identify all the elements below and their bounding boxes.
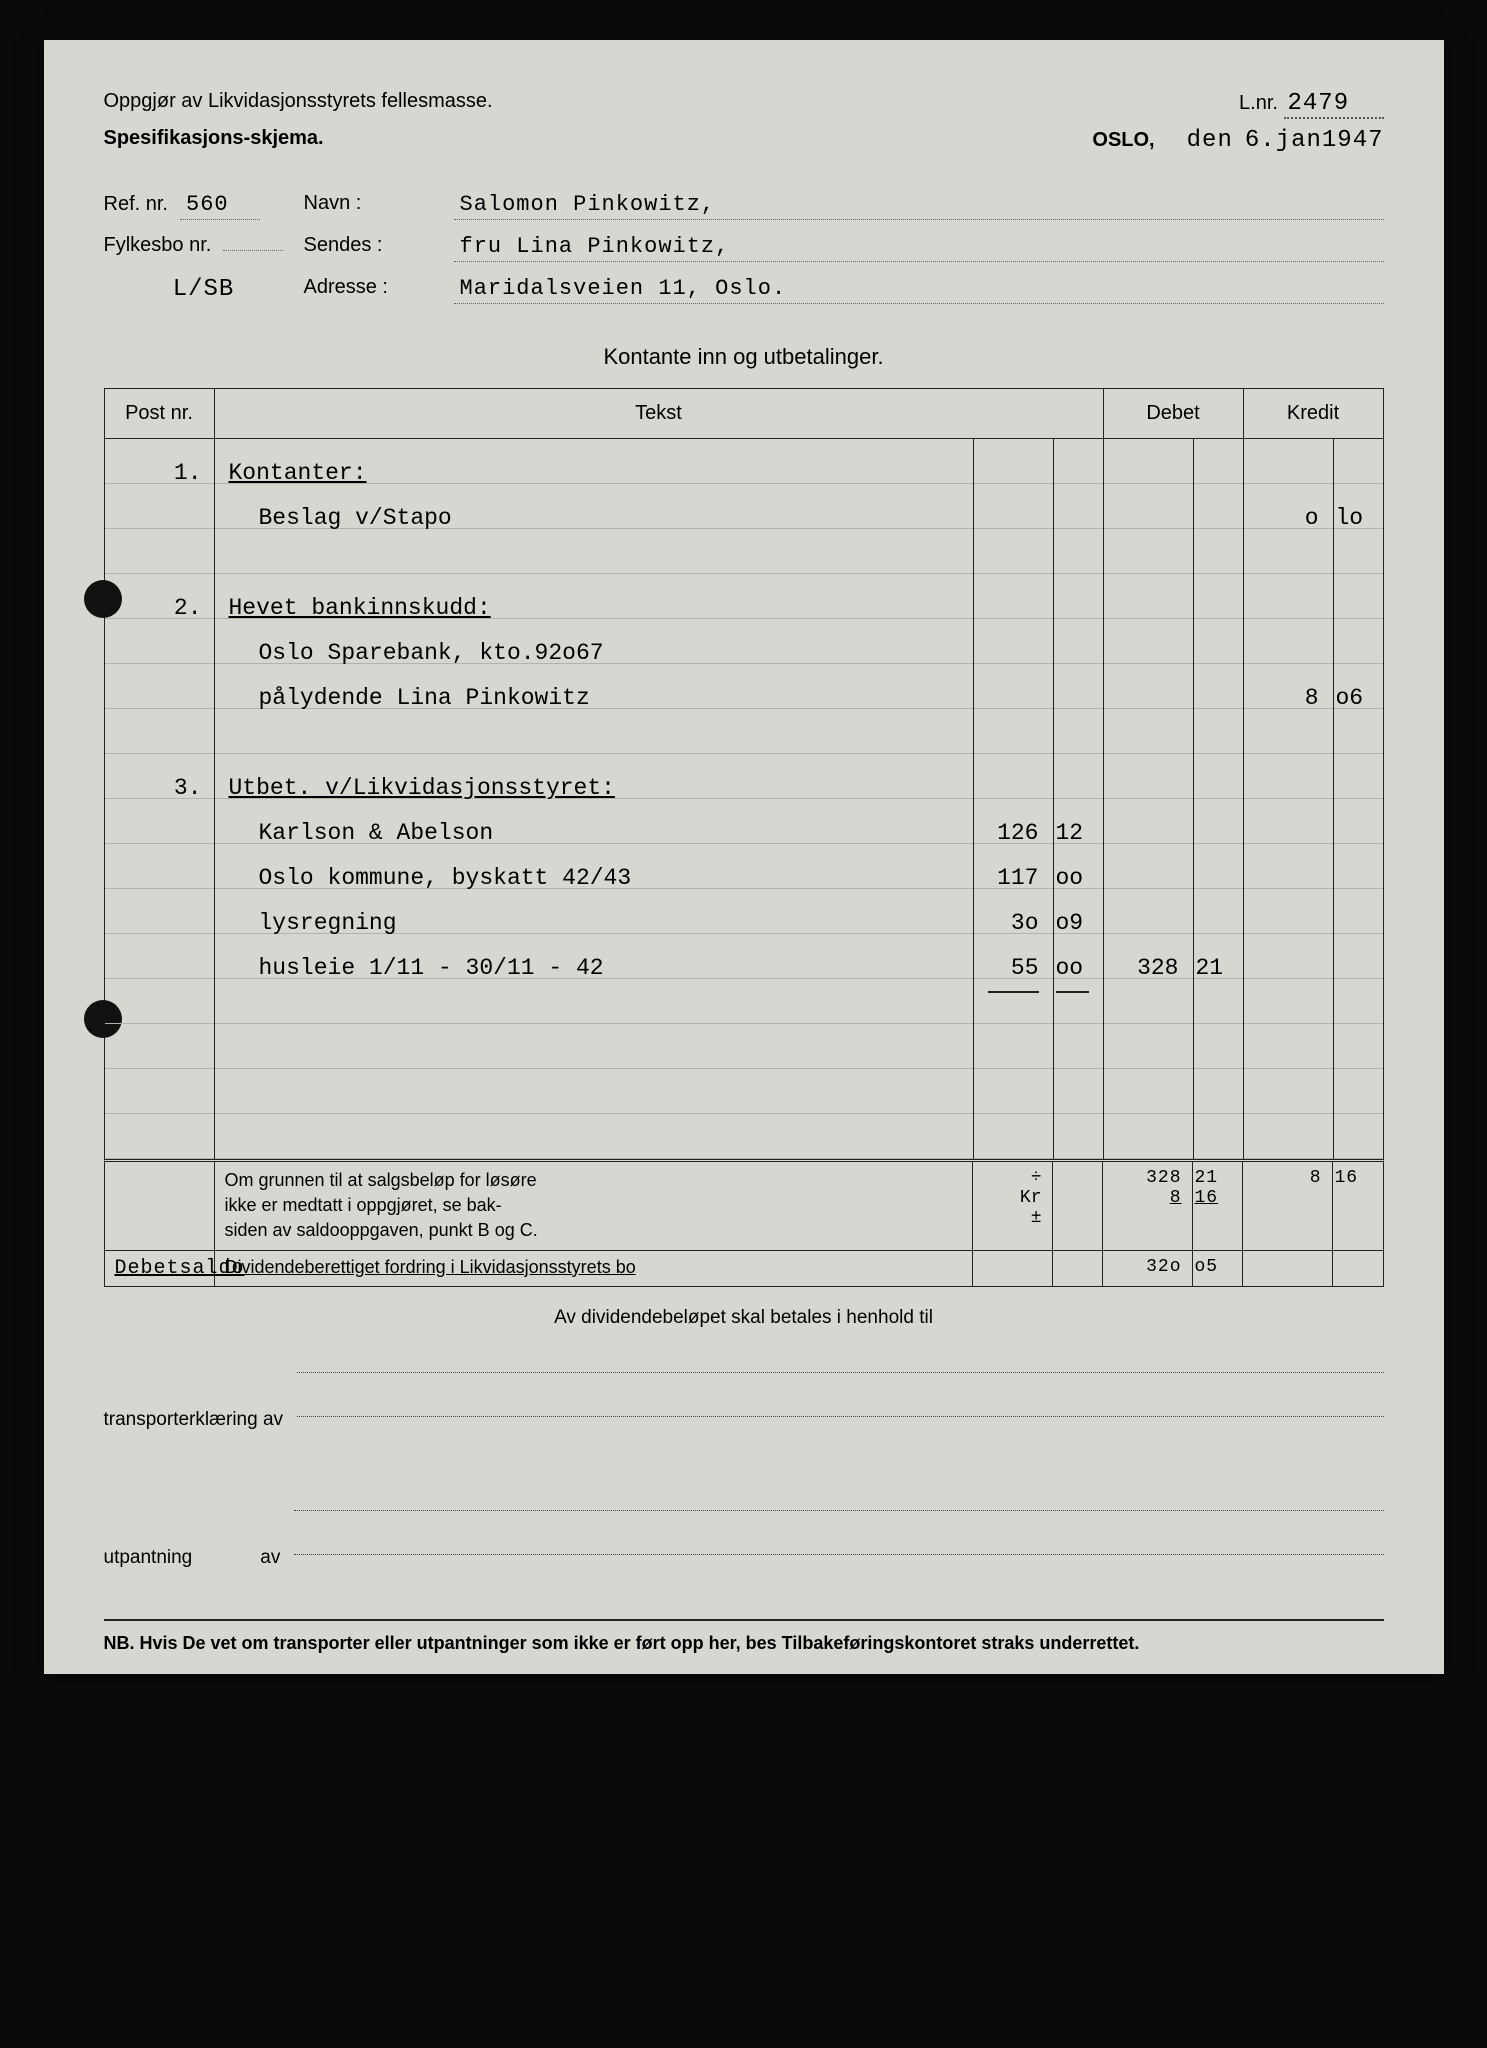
s3c-frac: o9 bbox=[1056, 901, 1089, 946]
debet-frac: 21 bbox=[1194, 439, 1243, 1159]
section-title: Kontante inn og utbetalinger. bbox=[104, 344, 1384, 370]
h3: Utbet. v/Likvidasjonsstyret: bbox=[229, 766, 959, 811]
form-title-1: Oppgjør av Likvidasjonsstyrets fellesmas… bbox=[104, 90, 493, 119]
kr: Kr bbox=[1020, 1188, 1042, 1208]
t1d-frac: 21 bbox=[1195, 1168, 1219, 1188]
col-tekst: Tekst bbox=[214, 389, 1103, 439]
header-row2: Spesifikasjons-skjema. OSLO, den 6.jan19… bbox=[104, 127, 1384, 184]
k2-frac: o6 bbox=[1336, 676, 1369, 721]
av-label: av bbox=[260, 1547, 280, 1569]
k1-int: o bbox=[1258, 496, 1319, 541]
d3-int: 328 bbox=[1118, 946, 1179, 991]
l2a: Oslo Sparebank, kto.92o67 bbox=[229, 631, 959, 676]
d3-frac: 21 bbox=[1196, 946, 1229, 991]
fylkes-label: Fylkesbo nr. bbox=[104, 234, 212, 256]
adresse-value: Maridalsveien 11, Oslo. bbox=[454, 276, 1384, 304]
s3b-frac: oo bbox=[1056, 856, 1089, 901]
ledger-table: Post nr. Tekst Debet Kredit 1. 2. 3. bbox=[104, 388, 1384, 1159]
col-post: Post nr. bbox=[104, 389, 214, 439]
sendes-label: Sendes : bbox=[304, 234, 454, 262]
lnr-label: L.nr. bbox=[1239, 92, 1278, 114]
kredit-int: o 8 bbox=[1244, 439, 1333, 1159]
l1a: Beslag v/Stapo bbox=[229, 496, 959, 541]
post-numbers: 1. 2. 3. bbox=[105, 439, 214, 1159]
divline: Dividendeberettiget fordring i Likvidasj… bbox=[215, 1251, 973, 1286]
t3d-frac: o5 bbox=[1193, 1251, 1243, 1286]
t2d-int: 8 bbox=[1170, 1188, 1182, 1208]
utp-label: utpantning bbox=[104, 1547, 193, 1569]
h2: Hevet bankinnskudd: bbox=[229, 586, 959, 631]
h1: Kontanter: bbox=[229, 451, 959, 496]
ref-label: Ref. nr. bbox=[104, 193, 168, 215]
l3a: Karlson & Abelson bbox=[229, 811, 959, 856]
date-line: OSLO, den 6.jan1947 bbox=[1092, 127, 1383, 154]
sub-frac: 12 oo o9 oo bbox=[1054, 439, 1103, 1159]
col-kredit: Kredit bbox=[1243, 389, 1383, 439]
note1: Om grunnen til at salgsbeløp for løsøre bbox=[225, 1170, 537, 1190]
k2-int: 8 bbox=[1258, 676, 1319, 721]
note2: ikke er medtatt i oppgjøret, se bak- bbox=[225, 1195, 502, 1215]
adresse-label: Adresse : bbox=[304, 276, 454, 304]
l3b: Oslo kommune, byskatt 42/43 bbox=[229, 856, 959, 901]
footer-note: Av dividendebeløpet skal betales i henho… bbox=[104, 1307, 1384, 1329]
lnr-value: 2479 bbox=[1284, 90, 1384, 119]
t2d-frac: 16 bbox=[1195, 1188, 1219, 1208]
s3a-int: 126 bbox=[988, 811, 1039, 856]
l3d: husleie 1/11 - 30/11 - 42 bbox=[229, 946, 959, 991]
l3c: lysregning bbox=[229, 901, 959, 946]
city: OSLO, bbox=[1092, 129, 1154, 151]
sub-int: 126 117 3o 55 bbox=[974, 439, 1053, 1159]
note3: siden av saldooppgaven, punkt B og C. bbox=[225, 1220, 538, 1240]
lnr-block: L.nr. 2479 bbox=[1239, 90, 1383, 119]
s3d-frac: oo bbox=[1056, 946, 1089, 993]
k1-frac: lo bbox=[1336, 496, 1369, 541]
ref-value: 560 bbox=[180, 192, 260, 220]
s3b-int: 117 bbox=[988, 856, 1039, 901]
nb-note: NB. Hvis De vet om transporter eller utp… bbox=[104, 1619, 1384, 1654]
s3a-frac: 12 bbox=[1056, 811, 1089, 856]
den: den bbox=[1187, 127, 1233, 154]
debet-int: 328 bbox=[1104, 439, 1193, 1159]
form-title-2: Spesifikasjons-skjema. bbox=[104, 127, 324, 184]
date: 6.jan1947 bbox=[1245, 127, 1384, 154]
navn-value: Salomon Pinkowitz, bbox=[454, 192, 1384, 220]
header-row: Oppgjør av Likvidasjonsstyrets fellesmas… bbox=[104, 90, 1384, 119]
s3c-int: 3o bbox=[988, 901, 1039, 946]
t3d-int: 32o bbox=[1103, 1251, 1193, 1286]
fylkes-value bbox=[223, 248, 283, 251]
p2: 2. bbox=[119, 586, 202, 631]
s3d-int: 55 bbox=[988, 946, 1039, 993]
totals-block: Om grunnen til at salgsbeløp for løsøre … bbox=[104, 1159, 1384, 1287]
p1: 1. bbox=[119, 451, 202, 496]
debetsaldo: Debetsaldo bbox=[105, 1251, 215, 1286]
col-debet: Debet bbox=[1103, 389, 1243, 439]
meta-block: Ref. nr. 560 Navn : Salomon Pinkowitz, F… bbox=[104, 192, 1384, 304]
kredit-frac: lo o6 bbox=[1334, 439, 1383, 1159]
signature-block: transporterklæring av utpantning av bbox=[104, 1343, 1384, 1569]
t1k-int: 8 bbox=[1310, 1168, 1322, 1188]
sendes-value: fru Lina Pinkowitz, bbox=[454, 234, 1384, 262]
transp-label: transporterklæring av bbox=[104, 1409, 284, 1431]
t1d-int: 328 bbox=[1146, 1168, 1181, 1188]
t1k-frac: 16 bbox=[1335, 1168, 1359, 1188]
totals-note: Om grunnen til at salgsbeløp for løsøre … bbox=[215, 1162, 973, 1250]
l2b: pålydende Lina Pinkowitz bbox=[229, 676, 959, 721]
code: L/SB bbox=[104, 276, 304, 304]
p3: 3. bbox=[119, 766, 202, 811]
navn-label: Navn : bbox=[304, 192, 454, 220]
document-page: Oppgjør av Likvidasjonsstyrets fellesmas… bbox=[44, 40, 1444, 1674]
text-entries: Kontanter: Beslag v/Stapo Hevet bankinns… bbox=[215, 439, 973, 1159]
